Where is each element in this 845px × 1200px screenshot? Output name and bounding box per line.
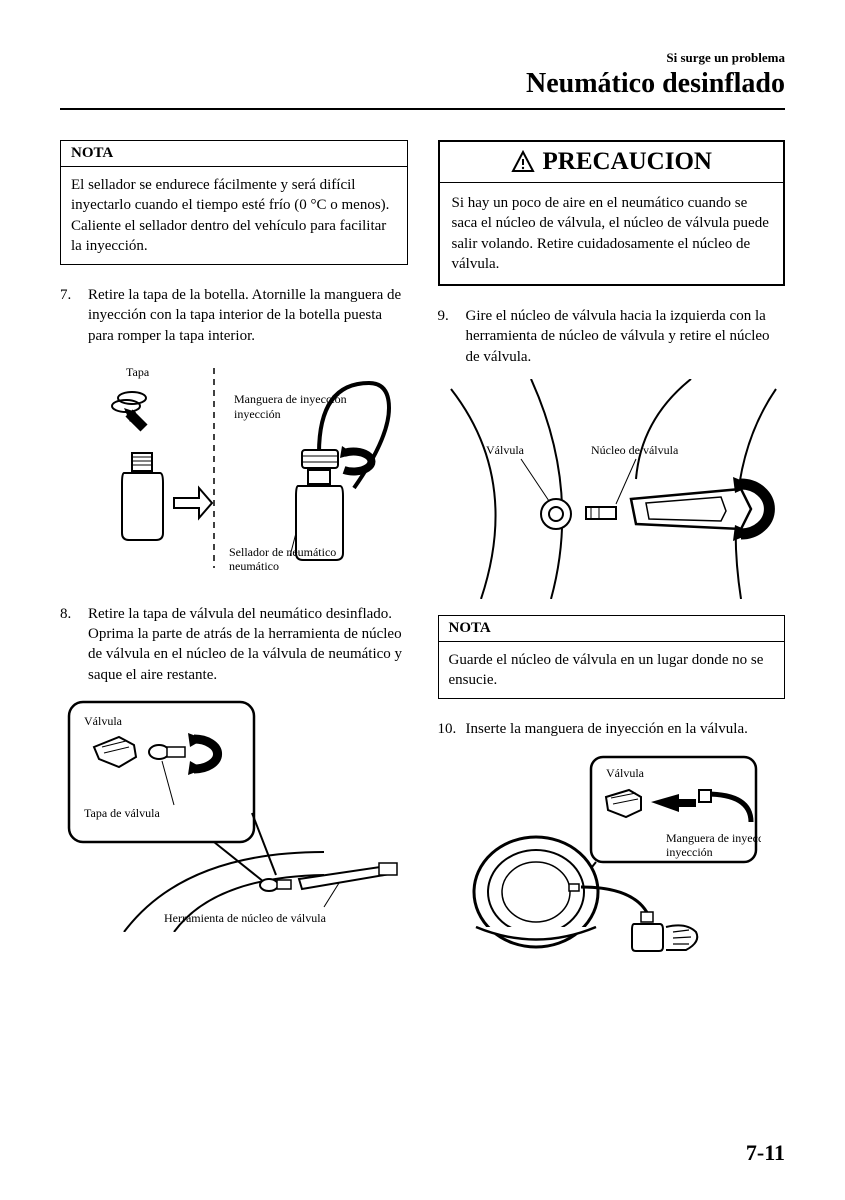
nota-box-2: NOTA Guarde el núcleo de válvula en un l… [438,615,786,700]
step-8-text: Retire la tapa de válvula del neumático … [88,604,408,685]
step-10-text: Inserte la manguera de inyección en la v… [466,719,786,739]
step-9: 9. Gire el núcleo de válvula hacia la iz… [438,306,786,367]
fig8-label-herramienta: Herramienta de núcleo de válvula [164,911,327,925]
svg-text:neumático: neumático [229,559,279,573]
caution-body: Si hay un poco de aire en el neumático c… [440,183,784,284]
fig8-label-tapa-valvula: Tapa de válvula [84,806,160,820]
fig10-label-manguera: Manguera de inyección [666,831,761,845]
fig9-label-nucleo: Núcleo de válvula [591,443,679,457]
right-column: PRECAUCION Si hay un poco de aire en el … [438,140,786,968]
nota-2-body: Guarde el núcleo de válvula en un lugar … [439,642,785,699]
header-divider [60,108,785,110]
step-10-number: 10. [438,719,458,739]
step-10: 10. Inserte la manguera de inyección en … [438,719,786,739]
step-7: 7. Retire la tapa de la botella. Atornil… [60,285,408,346]
left-column: NOTA El sellador se endurece fácilmente … [60,140,408,968]
figure-7: Tapa Manguera de inyección inyección [60,358,408,588]
figure-10: Válvula Manguera de inyección inyección [438,752,786,952]
caution-title-text: PRECAUCION [543,148,712,176]
caution-box: PRECAUCION Si hay un poco de aire en el … [438,140,786,286]
fig10-label-valvula: Válvula [606,766,645,780]
step-7-text: Retire la tapa de la botella. Atornille … [88,285,408,346]
figure-9: Válvula Núcleo de válvula [438,379,786,599]
content-columns: NOTA El sellador se endurece fácilmente … [60,140,785,968]
step-9-text: Gire el núcleo de válvula hacia la izqui… [466,306,786,367]
svg-text:inyección: inyección [666,845,713,859]
nota-1-body: El sellador se endurece fácilmente y ser… [61,167,407,264]
fig7-label-tapa: Tapa [126,365,150,379]
fig9-label-valvula: Válvula [486,443,525,457]
step-7-number: 7. [60,285,80,346]
step-8-number: 8. [60,604,80,685]
header-breadcrumb: Si surge un problema [60,50,785,66]
nota-1-title: NOTA [61,141,407,167]
step-9-number: 9. [438,306,458,367]
page-number: 7-11 [746,1140,785,1166]
nota-box-1: NOTA El sellador se endurece fácilmente … [60,140,408,265]
figure-8: Válvula Tapa de válvula [60,697,408,932]
step-8: 8. Retire la tapa de válvula del neumáti… [60,604,408,685]
nota-2-title: NOTA [439,616,785,642]
caution-title: PRECAUCION [440,142,784,183]
svg-text:inyección: inyección [234,407,281,421]
warning-icon [511,150,535,174]
fig7-label-sellador: Sellador de neumático [229,545,336,559]
page-title: Neumático desinflado [60,68,785,100]
fig8-label-valvula: Válvula [84,714,123,728]
page-header: Si surge un problema Neumático desinflad… [60,50,785,100]
